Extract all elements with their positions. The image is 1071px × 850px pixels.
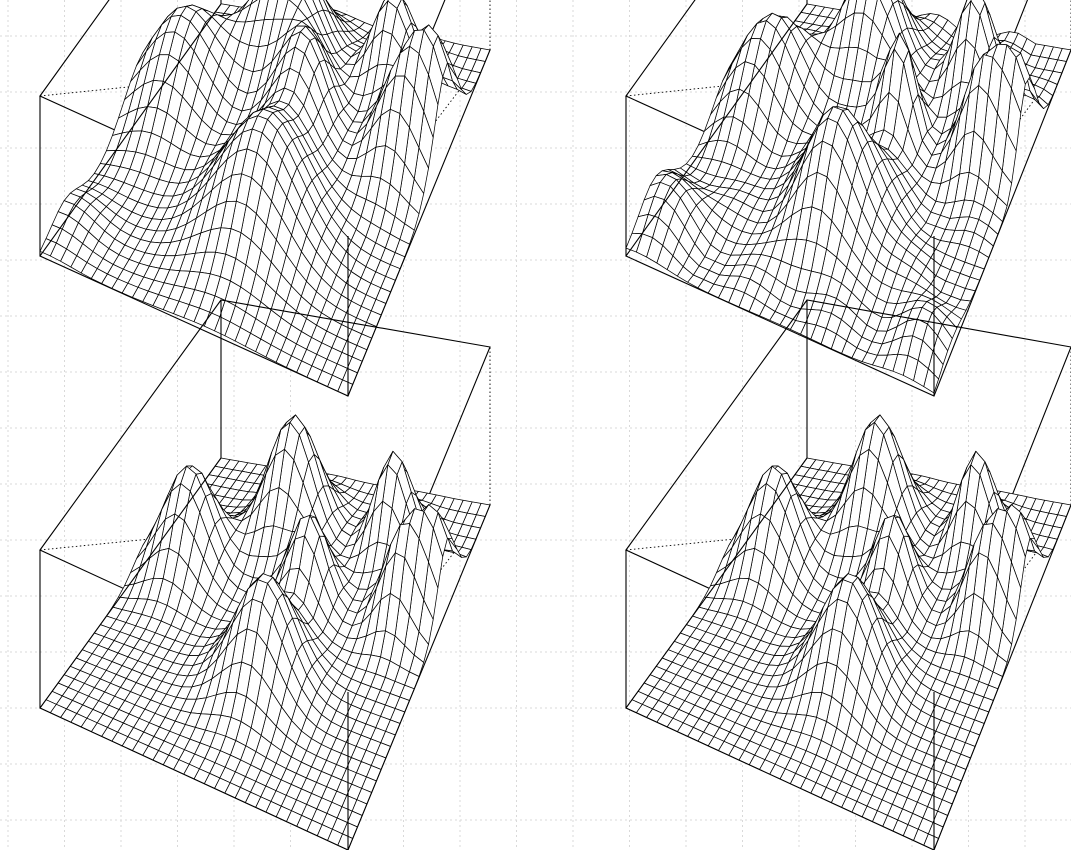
mesh-cell <box>39 238 57 257</box>
box-floor-edge <box>625 3 1071 397</box>
surface-panel-top-left <box>39 0 491 397</box>
box-floor-edge <box>625 457 1071 850</box>
box-floor-edge <box>39 457 491 850</box>
mesh-cell <box>324 0 331 7</box>
surface-mesh <box>39 0 491 397</box>
surface-mesh <box>625 414 1071 850</box>
surface-mesh <box>39 414 491 850</box>
mesh-cell <box>901 0 910 12</box>
mesh-cell <box>891 0 899 5</box>
box-floor-edge <box>39 3 491 397</box>
surface-panel-top-right <box>625 0 1071 397</box>
surface-panel-bottom-right <box>625 299 1071 850</box>
surface-panel-bottom-left <box>39 299 491 850</box>
surface-mesh <box>625 0 1071 394</box>
surface-panels <box>39 0 1071 850</box>
mesh-cell <box>897 0 904 5</box>
